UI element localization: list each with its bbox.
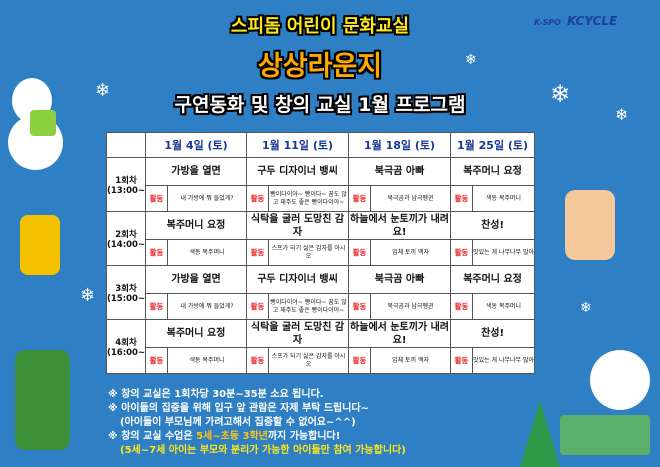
session-title-row: 2회차 (14:00~ 복주머니 요정 식탁을 굴러 도망친 감자 하늘에서 눈토끼가 …: [106, 211, 536, 266]
note: ※ 아이들의 집중을 위해 입구 앞 관람은 자제 부탁 드립니다~: [108, 403, 370, 414]
main-title: 상상라운지: [257, 51, 383, 82]
activity-name: 스프가 되기 싫은 감자를 아시오: [268, 239, 350, 266]
session-activity-row: 활동 색동 복주머니 활동 스프가 되기 싫은 감자를 아시오 활동 입체 토끼 액자 활동…: [107, 239, 536, 266]
activity-name: 내 가방에 뭐 들었게?: [166, 293, 248, 320]
activity-name: 빵이다이아~ 빵이다~ 꿈도 않고 재주도 좋은 빵이다이아~: [268, 185, 350, 212]
snowflake-icon: ❄: [580, 300, 592, 316]
story-title: 복주머니 요정: [144, 319, 248, 348]
activity-tag: 활동: [145, 185, 168, 212]
activity-name: 색동 복주머니: [166, 239, 248, 266]
activity-tag: 활동: [246, 293, 270, 320]
tiger-illustration: [590, 350, 650, 410]
subtitle: 스피돔 어린이 문화교실: [230, 16, 410, 37]
activity-tag: 활동: [145, 293, 168, 320]
activity-tag: 활동: [145, 239, 168, 266]
activity-name: 맛있는 게 나무나무 많아: [472, 347, 536, 374]
session-activity-row: 활동 내 가방에 뭐 들었게? 활동 빵이다이아~ 빵이다~ 꿈도 않고 재주도 좋은…: [107, 185, 536, 212]
story-title: 가방을 열면: [144, 157, 248, 186]
story-title: 복주머니 요정: [144, 211, 248, 240]
note: (5세~7세 아이는 부모와 분리가 가능한 아이들만 참여 가능합니다): [120, 445, 406, 456]
session-label: 1회차 (13:00~: [106, 157, 146, 212]
activity-name: 스프가 되기 싫은 감자를 아시오: [268, 347, 350, 374]
session-label: 3회차 (15:00~: [106, 265, 146, 320]
date-header: 1월 11일 (토): [246, 132, 350, 158]
session-title-row: 1회차 (13:00~ 가방을 열면 구두 디자이너 뱅씨 북극곰 아빠 복주머니 요정: [106, 157, 536, 212]
activity-tag: 활동: [348, 185, 372, 212]
snowflake-icon: ❄: [95, 80, 111, 101]
program-title: 구연동화 및 창의 교실 1월 프로그램: [174, 94, 466, 116]
story-title: 구두 디자이너 뱅씨: [246, 157, 350, 186]
snowflake-icon: ❄: [550, 80, 571, 108]
activity-tag: 활동: [450, 293, 474, 320]
story-title: 복주머니 요정: [450, 157, 536, 186]
activity-name: 빵이다이아~ 빵이다~ 꿈도 않고 재주도 좋은 빵이다이아~: [268, 293, 350, 320]
date-header: 1월 25일 (토): [450, 132, 536, 158]
notes: ※ 창의 교실은 1회차당 30분~35분 소요 됩니다. ※ 아이들의 집중을…: [108, 388, 406, 458]
activity-name: 맛있는 게 나무나무 많아: [472, 239, 536, 266]
activity-name: 내 가방에 뭐 들었게?: [166, 185, 248, 212]
session-title-row: 4회차 (16:00~ 복주머니 요정 식탁을 굴러 도망친 감자 하늘에서 눈토끼가 …: [106, 319, 536, 374]
story-title: 하늘에서 눈토끼가 내려요!: [348, 211, 452, 240]
activity-name: 입체 토끼 액자: [370, 347, 452, 374]
date-header: 1월 4일 (토): [144, 132, 248, 158]
activity-tag: 활동: [145, 347, 168, 374]
activity-tag: 활동: [450, 185, 474, 212]
activity-tag: 활동: [348, 293, 372, 320]
snowflake-icon: ❄: [80, 285, 96, 306]
snowflake-icon: ❄: [615, 105, 629, 124]
child-crayon-illustration: [20, 215, 60, 275]
story-title: 찬성!: [450, 211, 536, 240]
story-title: 가방을 열면: [144, 265, 248, 294]
schedule-table: 1월 4일 (토) 1월 11일 (토) 1월 18일 (토) 1월 25일 (…: [106, 132, 536, 374]
activity-name: 북극곰과 남극펭귄: [370, 185, 452, 212]
activity-tag: 활동: [246, 239, 270, 266]
note: ※ 창의 교실은 1회차당 30분~35분 소요 됩니다.: [108, 389, 324, 400]
letter-b-illustration: [30, 110, 56, 136]
story-title: 찬성!: [450, 319, 536, 348]
session-title-row: 3회차 (15:00~ 가방을 열면 구두 디자이너 뱅씨 북극곰 아빠 복주머니 요정: [106, 265, 536, 320]
session-label: 2회차 (14:00~: [106, 211, 146, 266]
activity-name: 색동 복주머니: [472, 185, 536, 212]
activity-name: 색동 복주머니: [472, 293, 536, 320]
story-title: 북극곰 아빠: [348, 157, 452, 186]
story-title: 하늘에서 눈토끼가 내려요!: [348, 319, 452, 348]
activity-tag: 활동: [450, 347, 474, 374]
activity-name: 입체 토끼 액자: [370, 239, 452, 266]
session-label: 4회차 (16:00~: [106, 319, 146, 374]
child-illustration: [15, 350, 70, 450]
activity-tag: 활동: [348, 347, 372, 374]
activity-name: 색동 복주머니: [166, 347, 248, 374]
activity-name: 북극곰과 남극펭귄: [370, 293, 452, 320]
note: (아이들이 부모님께 가려고해서 집중할 수 없어요~^^): [120, 417, 356, 428]
note: ※ 창의 교실 수업은 5세~초등 3학년까지 가능합니다!: [108, 431, 341, 442]
story-title: 식탁을 굴러 도망친 감자: [246, 319, 350, 348]
child-brush-illustration: [565, 190, 615, 260]
activity-tag: 활동: [246, 347, 270, 374]
books-illustration: [560, 415, 650, 455]
tree-illustration: [520, 400, 560, 467]
date-header: 1월 18일 (토): [348, 132, 452, 158]
activity-tag: 활동: [246, 185, 270, 212]
snowflake-icon: ❄: [465, 52, 477, 68]
session-activity-row: 활동 내 가방에 뭐 들었게? 활동 빵이다이아~ 빵이다~ 꿈도 않고 재주도 좋은…: [107, 293, 536, 320]
session-activity-row: 활동 색동 복주머니 활동 스프가 되기 싫은 감자를 아시오 활동 입체 토끼 액자 활동…: [107, 347, 536, 374]
date-header-row: 1월 4일 (토) 1월 11일 (토) 1월 18일 (토) 1월 25일 (…: [106, 132, 536, 158]
activity-tag: 활동: [450, 239, 474, 266]
story-title: 식탁을 굴러 도망친 감자: [246, 211, 350, 240]
activity-tag: 활동: [348, 239, 372, 266]
story-title: 복주머니 요정: [450, 265, 536, 294]
story-title: 북극곰 아빠: [348, 265, 452, 294]
story-title: 구두 디자이너 뱅씨: [246, 265, 350, 294]
logo: K-SPO KCYCLE: [534, 14, 618, 28]
